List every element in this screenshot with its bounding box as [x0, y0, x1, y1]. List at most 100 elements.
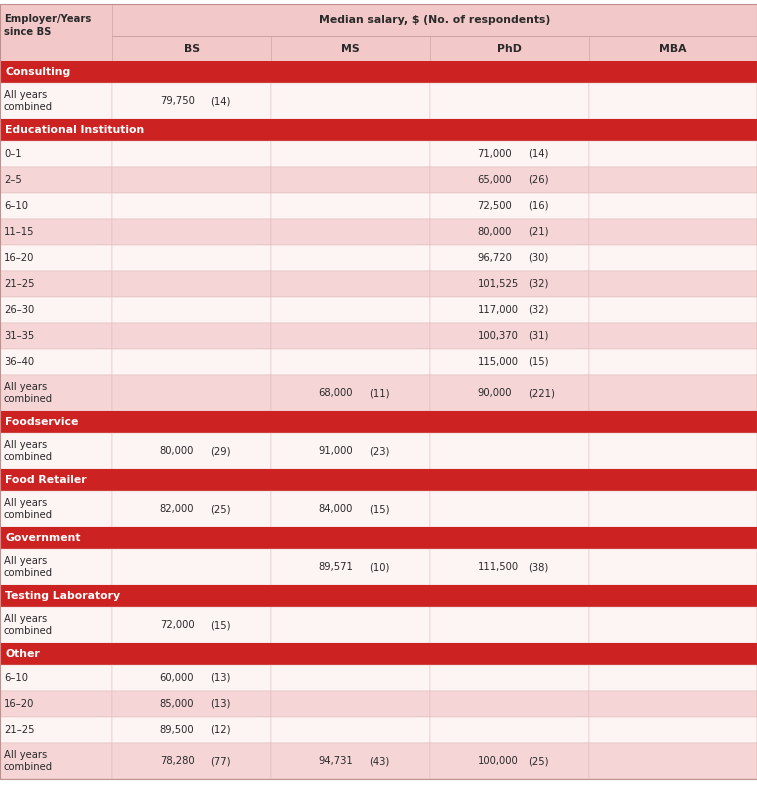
Bar: [112, 323, 271, 349]
Text: All years
combined: All years combined: [4, 440, 53, 462]
Bar: [589, 219, 757, 245]
Bar: [0, 219, 112, 245]
Bar: [112, 375, 271, 411]
Text: 65,000: 65,000: [478, 175, 512, 185]
Bar: [112, 607, 271, 643]
Bar: [271, 219, 430, 245]
Bar: [0, 245, 112, 271]
Bar: [589, 297, 757, 323]
Text: (31): (31): [528, 331, 549, 341]
Bar: [430, 193, 589, 219]
Text: 36–40: 36–40: [4, 357, 34, 367]
Bar: [589, 83, 757, 119]
Bar: [271, 743, 430, 779]
Text: (12): (12): [210, 725, 231, 735]
Text: 60,000: 60,000: [160, 673, 195, 683]
Bar: [0, 607, 112, 643]
Text: 84,000: 84,000: [319, 504, 353, 514]
Bar: [589, 349, 757, 375]
Text: (23): (23): [369, 446, 390, 456]
Text: (11): (11): [369, 388, 390, 398]
Text: Consulting: Consulting: [5, 67, 70, 77]
Bar: [589, 607, 757, 643]
Text: All years
combined: All years combined: [4, 498, 53, 521]
Bar: [589, 167, 757, 193]
Bar: [430, 245, 589, 271]
Bar: [271, 271, 430, 297]
Bar: [430, 691, 589, 717]
Bar: [0, 643, 112, 665]
Bar: [112, 743, 271, 779]
Text: Food Retailer: Food Retailer: [5, 475, 86, 485]
Bar: [589, 141, 757, 167]
Bar: [589, 245, 757, 271]
Text: MBA: MBA: [659, 44, 687, 53]
Bar: [0, 83, 112, 119]
Bar: [430, 323, 589, 349]
Text: 72,500: 72,500: [478, 201, 512, 211]
Bar: [589, 433, 757, 469]
Bar: [0, 411, 757, 433]
Text: PhD: PhD: [497, 44, 522, 53]
Bar: [0, 297, 112, 323]
Bar: [430, 433, 589, 469]
Bar: [271, 245, 430, 271]
Text: MS: MS: [341, 44, 360, 53]
Bar: [112, 349, 271, 375]
Bar: [112, 643, 271, 665]
Bar: [271, 607, 430, 643]
Bar: [112, 665, 271, 691]
Bar: [271, 83, 430, 119]
Text: 71,000: 71,000: [478, 149, 512, 159]
Bar: [0, 141, 112, 167]
Text: (26): (26): [528, 175, 549, 185]
Bar: [0, 349, 112, 375]
Bar: [430, 271, 589, 297]
Bar: [112, 297, 271, 323]
Bar: [430, 167, 589, 193]
Bar: [112, 4, 757, 36]
Text: All years
combined: All years combined: [4, 750, 53, 772]
Text: Employer/Years
since BS: Employer/Years since BS: [4, 15, 92, 37]
Text: (10): (10): [369, 562, 390, 572]
Bar: [430, 549, 589, 585]
Text: (30): (30): [528, 253, 549, 263]
Bar: [112, 193, 271, 219]
Text: 11–15: 11–15: [4, 227, 35, 237]
Bar: [112, 691, 271, 717]
Bar: [112, 491, 271, 527]
Text: 0–1: 0–1: [4, 149, 22, 159]
Bar: [271, 349, 430, 375]
Bar: [112, 245, 271, 271]
Text: 91,000: 91,000: [319, 446, 354, 456]
Bar: [430, 36, 589, 61]
Bar: [271, 323, 430, 349]
Bar: [430, 297, 589, 323]
Bar: [430, 643, 589, 665]
Bar: [271, 167, 430, 193]
Bar: [589, 743, 757, 779]
Bar: [430, 375, 589, 411]
Text: 111,500: 111,500: [478, 562, 519, 572]
Bar: [589, 643, 757, 665]
Bar: [271, 297, 430, 323]
Bar: [271, 691, 430, 717]
Bar: [112, 141, 271, 167]
Text: 101,525: 101,525: [478, 279, 519, 289]
Text: 85,000: 85,000: [160, 699, 195, 709]
Bar: [430, 141, 589, 167]
Text: Median salary, $ (No. of respondents): Median salary, $ (No. of respondents): [319, 15, 550, 25]
Bar: [0, 61, 757, 83]
Text: (29): (29): [210, 446, 231, 456]
Bar: [271, 643, 430, 665]
Bar: [0, 527, 757, 549]
Text: Educational Institution: Educational Institution: [5, 125, 145, 135]
Text: 100,000: 100,000: [478, 756, 519, 766]
Text: (77): (77): [210, 756, 231, 766]
Text: 100,370: 100,370: [478, 331, 519, 341]
Bar: [0, 375, 112, 411]
Bar: [589, 193, 757, 219]
Text: (13): (13): [210, 673, 231, 683]
Text: 94,731: 94,731: [319, 756, 354, 766]
Bar: [271, 491, 430, 527]
